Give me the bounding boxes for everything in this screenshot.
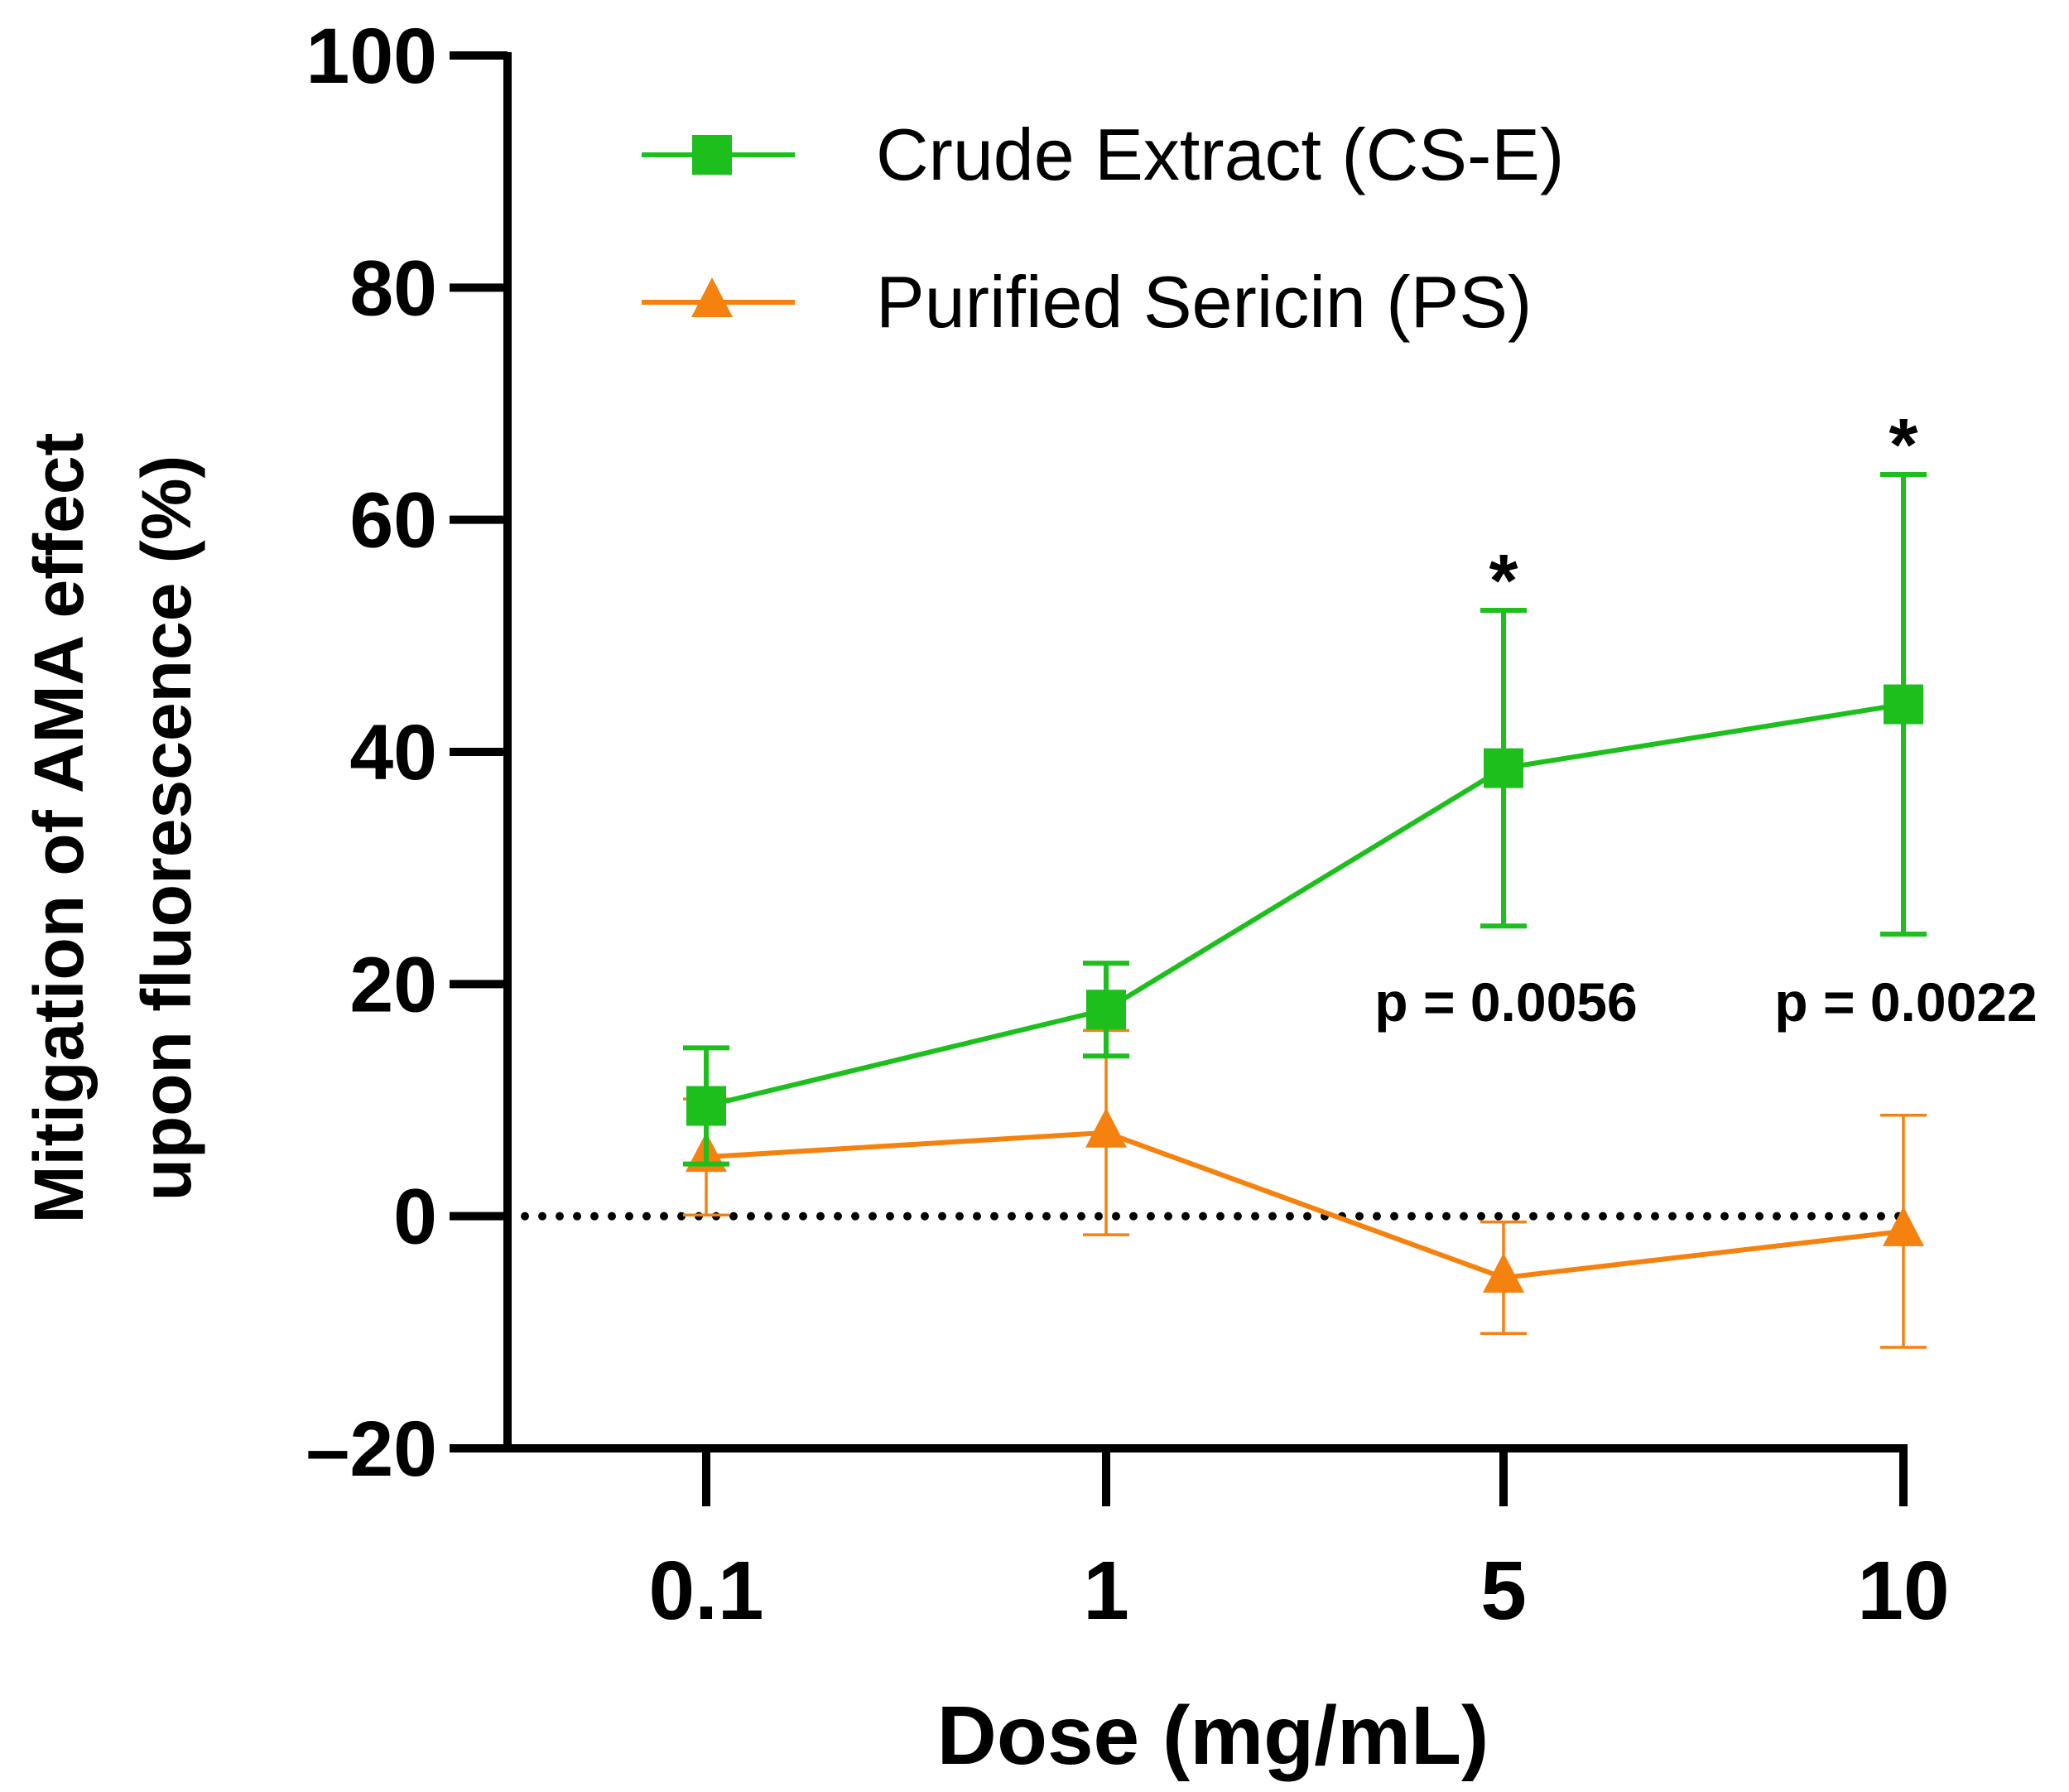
y-tick-label: 20	[349, 941, 437, 1028]
y-tick-label: 0	[393, 1173, 437, 1261]
y-tick-label: –20	[306, 1405, 437, 1493]
series-group	[683, 472, 1927, 1349]
legend-label: Crude Extract (CS-E)	[876, 113, 1564, 195]
x-tick-label: 0.1	[648, 1544, 763, 1637]
data-point	[1085, 1107, 1127, 1148]
legend-marker-triangle	[691, 277, 733, 317]
y-axis-label-line-1: Mitigation of AMA effect	[20, 432, 98, 1223]
legend-label: Purified Sericin (PS)	[876, 261, 1532, 343]
series-line	[705, 1130, 1904, 1281]
data-point	[686, 1086, 726, 1126]
y-tick-label: 60	[349, 477, 437, 565]
y-axis-label-line-2: upon fluorescence (%)	[128, 455, 205, 1202]
legend: Crude Extract (CS-E) Purified Sericin (PS…	[642, 113, 1564, 343]
significance-star: *	[1889, 404, 1917, 487]
x-tick-label: 10	[1857, 1544, 1949, 1637]
y-tick-label: 80	[349, 244, 437, 332]
data-point	[1884, 684, 1923, 725]
x-axis-label: Dose (mg/mL)	[937, 1689, 1489, 1782]
legend-marker-square	[692, 135, 732, 175]
axes: –20 0 20 40 60 80 100 0.1 1 5 10	[306, 12, 1949, 1637]
x-tick-label: 1	[1083, 1544, 1129, 1637]
data-point	[1483, 1252, 1524, 1293]
series-triangle	[683, 1028, 1927, 1349]
annotations: * p = 0.0056 * p = 0.0022	[1374, 404, 2037, 1033]
data-point	[1484, 748, 1523, 788]
series-square	[683, 472, 1927, 1167]
series-line	[705, 701, 1904, 1109]
p-value-label: p = 0.0056	[1374, 971, 1637, 1033]
x-tick-label: 5	[1480, 1544, 1527, 1637]
p-value-label: p = 0.0022	[1774, 971, 2037, 1033]
y-tick-label: 40	[349, 709, 437, 797]
significance-star: *	[1489, 540, 1518, 623]
data-point	[1883, 1206, 1924, 1246]
y-tick-label: 100	[306, 12, 437, 100]
data-point	[1086, 990, 1126, 1030]
